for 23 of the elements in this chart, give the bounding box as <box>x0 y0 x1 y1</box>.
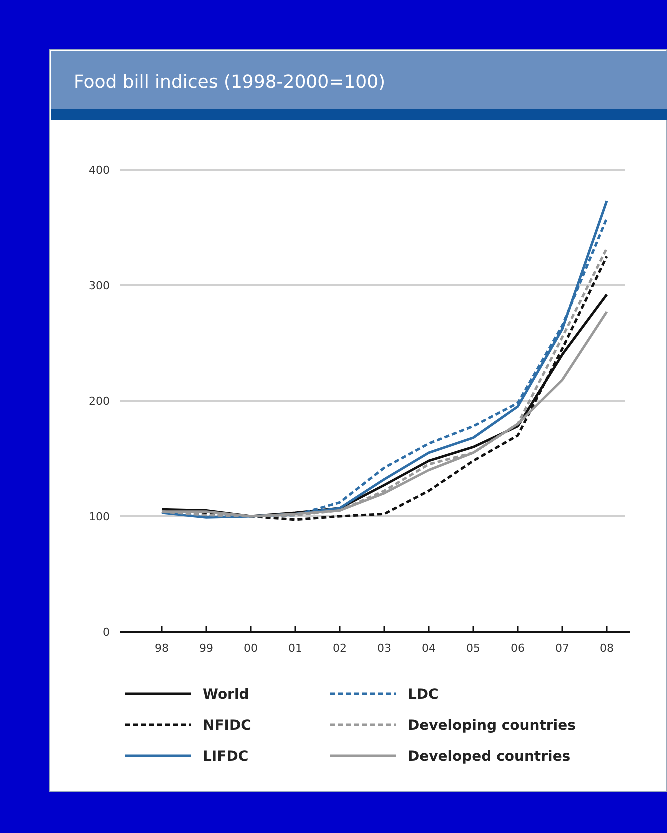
y-tick-label: 200 <box>89 394 110 408</box>
x-tick-label: 03 <box>378 642 392 655</box>
legend-label: Developed countries <box>408 748 571 765</box>
y-tick-label: 400 <box>89 164 110 177</box>
x-tick-label: 05 <box>466 642 480 655</box>
y-tick-label: 0 <box>103 626 110 639</box>
x-tick-label: 02 <box>333 642 347 655</box>
x-tick-label: 08 <box>600 642 614 655</box>
legend-label: NFIDC <box>203 718 252 734</box>
y-tick-label: 100 <box>89 510 110 524</box>
chart-title: Food bill indices (1998-2000=100) <box>74 72 386 93</box>
x-tick-label: 04 <box>422 642 436 655</box>
x-tick-label: 99 <box>200 642 214 655</box>
x-tick-label: 98 <box>155 642 169 655</box>
legend-label: World <box>203 686 250 703</box>
legend-label: LIFDC <box>203 748 249 765</box>
x-tick-label: 07 <box>556 642 570 655</box>
x-tick-label: 01 <box>288 642 302 655</box>
legend-label: Developing countries <box>408 718 576 734</box>
legend-label: LDC <box>408 686 439 703</box>
x-tick-label: 06 <box>511 642 525 655</box>
y-tick-label: 300 <box>89 279 110 292</box>
x-tick-label: 00 <box>244 642 258 655</box>
